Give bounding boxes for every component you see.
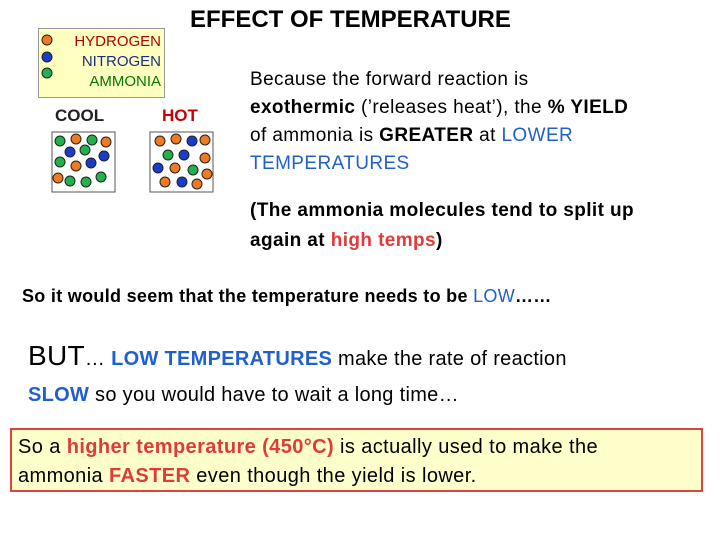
text: exothermic [250,97,356,118]
legend-label: HYDROGEN [74,33,161,50]
text: of ammonia is [250,125,380,146]
text: so you would have to wait a long time… [89,384,459,406]
legend-box: HYDROGEN NITROGEN AMMONIA [38,28,165,98]
cool-label: COOL [55,106,105,125]
text: (The ammonia molecules tend to split up [250,200,635,221]
text: % YIELD [547,97,629,118]
text: BUT [28,340,85,371]
paragraph: Because the forward reaction is exothermi… [250,66,628,178]
text: … [84,348,112,370]
text: LOWER [501,125,574,146]
text: make the rate of reaction [332,348,567,370]
text: LOW [473,286,515,306]
text: ) [436,230,443,251]
text: Because the forward reaction is [250,69,529,90]
hot-label: HOT [162,106,198,125]
text: SLOW [28,384,90,406]
text: high temps [330,230,437,251]
paragraph: (The ammonia molecules tend to split up a… [250,196,634,256]
text: So a [18,436,67,458]
text: is actually used to make the [334,436,599,458]
text: GREATER [379,125,474,146]
title: EFFECT OF TEMPERATURE [190,6,511,33]
text: ammonia [18,465,110,487]
legend-label: NITROGEN [81,53,161,70]
molecule-diagram [41,34,214,193]
legend-label: AMMONIA [89,73,161,90]
text: TEMPERATURES [250,153,410,174]
text: FASTER [109,465,191,487]
text: even though the yield is lower. [190,465,477,487]
paragraph: BUT… LOW TEMPERATURES make the rate of r… [28,338,567,413]
text: at [473,125,502,146]
text: …… [514,286,552,306]
text: higher temperature (450°C) [66,436,335,458]
paragraph: So it would seem that the temperature ne… [22,286,552,307]
conclusion-box: So a higher temperature (450°C) is actua… [10,428,703,492]
text: (’releases heat’), the [355,97,548,118]
text: again at [250,230,331,251]
text: LOW TEMPERATURES [111,348,333,370]
text: So it would seem that the temperature ne… [22,286,474,306]
